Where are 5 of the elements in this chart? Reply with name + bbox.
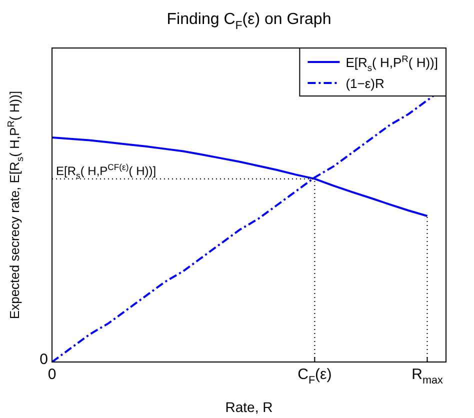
x-tick-label: 0: [48, 366, 56, 383]
text: 0: [40, 351, 48, 368]
x-axis-title: Rate, R: [225, 399, 273, 415]
y-axis-title: Expected secrecy rate, E[Rs( H,PR( H))]: [6, 90, 25, 320]
legend-label: (1−ε)R: [346, 76, 384, 91]
